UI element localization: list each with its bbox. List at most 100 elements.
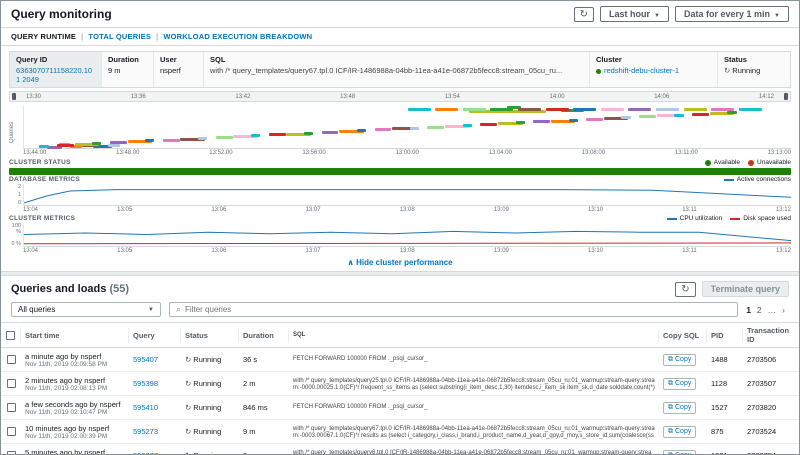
next-page-button[interactable]: › (782, 304, 785, 315)
slider-left-handle[interactable] (12, 93, 16, 100)
page-1[interactable]: 1 (746, 304, 751, 315)
gantt-bar (727, 111, 737, 115)
copy-label: Copy (675, 452, 691, 454)
tab-workload-execution-breakdown[interactable]: WORKLOAD EXECUTION BREAKDOWN (163, 32, 313, 41)
database-metrics-label: DATABASE METRICS (9, 176, 81, 183)
gantt-bar (409, 126, 419, 130)
running-icon: ↻ (724, 66, 731, 75)
column-header-copy-sql[interactable]: Copy SQL (659, 327, 707, 343)
axis-label: 13:56:00 (302, 150, 326, 156)
copy-label: Copy (675, 380, 692, 387)
cluster-metrics-plot[interactable] (23, 223, 791, 247)
row-checkbox[interactable] (6, 379, 16, 389)
axis-label: 13:54 (444, 93, 460, 100)
refresh-button[interactable]: ↻ (573, 6, 595, 22)
copy-sql-button[interactable]: ⧉Copy (663, 449, 697, 454)
query-id-link[interactable]: 6363070711158220.101 2049 (16, 66, 93, 84)
page-…[interactable]: … (767, 304, 777, 315)
column-header-sql[interactable]: SQL (289, 328, 659, 342)
gantt-bar (674, 113, 684, 117)
gantt-bar (392, 127, 417, 131)
copy-sql-button[interactable]: ⧉Copy (663, 425, 697, 438)
query-id-link[interactable]: 595273 (133, 427, 159, 436)
hide-cluster-performance-link[interactable]: ∧ Hide cluster performance (1, 255, 799, 271)
column-header-pid[interactable]: PID (707, 327, 743, 343)
column-header-duration[interactable]: Duration (239, 327, 289, 343)
status-text: Running (193, 427, 222, 436)
gantt-bar (550, 119, 576, 123)
page-header: Query monitoring ↻ Last hour ▼ Data for e… (1, 1, 799, 28)
gantt-bar (533, 120, 551, 124)
query-id-link[interactable]: 595398 (133, 379, 159, 388)
column-header-transaction-id[interactable]: Transaction ID (747, 326, 790, 344)
tab-query-runtime[interactable]: QUERY RUNTIME (11, 32, 77, 41)
legend-item: Unavailable (748, 159, 791, 166)
table-refresh-button[interactable]: ↻ (675, 281, 696, 297)
table-row[interactable]: a minute ago by nsperf Nov 11th, 2019 02:… (1, 348, 799, 372)
axis-label: 13:42 (235, 93, 251, 100)
query-type-filter-dropdown[interactable]: All queries ▼ (11, 302, 161, 317)
txid-cell: 2703820 (747, 403, 777, 412)
tab-total-queries[interactable]: TOTAL QUERIES (88, 32, 152, 41)
slider-right-handle[interactable] (784, 93, 788, 100)
column-header-start-time[interactable]: Start time (21, 327, 129, 343)
gantt-bar (127, 140, 153, 144)
gantt-bar (339, 129, 364, 133)
pid-cell: 1281 (707, 449, 743, 454)
cluster-link[interactable]: redshift-debu-cluster-1 (604, 66, 680, 75)
duration-cell: 846 ms (243, 403, 268, 412)
gantt-bar (462, 123, 472, 127)
running-icon: ↻ (185, 403, 192, 412)
gantt-bar (303, 131, 314, 135)
table-row[interactable]: 10 minutes ago by nsperf Nov 11th, 2019 0… (1, 420, 799, 444)
query-id-link[interactable]: 595407 (133, 355, 159, 364)
row-checkbox[interactable] (6, 403, 16, 413)
gantt-bar (427, 125, 445, 129)
legend-label: Available (713, 159, 741, 166)
gantt-bar (709, 111, 735, 115)
legend-label: Active connections (736, 176, 791, 183)
row-checkbox[interactable] (6, 427, 16, 437)
column-header-status[interactable]: Status (181, 327, 239, 343)
legend-label: Unavailable (757, 159, 791, 166)
gantt-bar (639, 115, 656, 119)
select-all-checkbox[interactable] (6, 330, 15, 340)
axis-label: 14:00 (549, 93, 565, 100)
axis-label: 13:36 (130, 93, 146, 100)
gantt-bar (407, 108, 431, 112)
gantt-bar (435, 108, 459, 112)
header-controls: ↻ Last hour ▼ Data for every 1 min ▼ (573, 6, 789, 22)
row-checkbox[interactable] (6, 451, 16, 454)
duration-cell: 36 s (243, 355, 258, 364)
terminate-query-button[interactable]: Terminate query (701, 281, 789, 297)
duration-cell: 9 m (243, 427, 256, 436)
table-row[interactable]: a few seconds ago by nsperf Nov 11th, 201… (1, 396, 799, 420)
query-id-link[interactable]: 595377 (133, 451, 158, 454)
txid-cell: 2703754 (743, 449, 799, 454)
table-row[interactable]: 2 minutes ago by nsperf Nov 11th, 2019 02… (1, 372, 799, 396)
column-header-query[interactable]: Query (129, 327, 181, 343)
query-id-link[interactable]: 595410 (133, 403, 159, 412)
cluster-status-bar (9, 168, 791, 175)
data-interval-dropdown[interactable]: Data for every 1 min ▼ (675, 6, 789, 22)
axis-label: 13:05 (117, 248, 133, 254)
gantt-plot[interactable] (23, 105, 791, 149)
db-metrics-plot[interactable] (23, 184, 791, 206)
filter-queries-input[interactable] (185, 305, 732, 314)
timeline-range-slider[interactable]: 13:30 13:36 13:42 13:48 13:54 14:00 14:06 14:12 (9, 91, 791, 102)
time-range-dropdown[interactable]: Last hour ▼ (600, 6, 669, 22)
gantt-bar (445, 124, 470, 128)
copy-sql-button[interactable]: ⧉Copy (663, 353, 697, 366)
copy-sql-button[interactable]: ⧉Copy (663, 377, 697, 390)
copy-sql-button[interactable]: ⧉Copy (663, 401, 697, 414)
gantt-bar (162, 138, 180, 142)
axis-label: 13:07 (305, 207, 321, 213)
axis-label: 13:44:00 (23, 150, 47, 156)
gantt-bar (692, 112, 709, 116)
page-2[interactable]: 2 (756, 304, 762, 315)
db-y-axis: 2 1 0 (9, 184, 23, 206)
row-checkbox[interactable] (6, 355, 16, 365)
queries-loads-header: Queries and loads (55) ↻ Terminate query (1, 276, 799, 300)
gantt-bar (545, 108, 569, 112)
